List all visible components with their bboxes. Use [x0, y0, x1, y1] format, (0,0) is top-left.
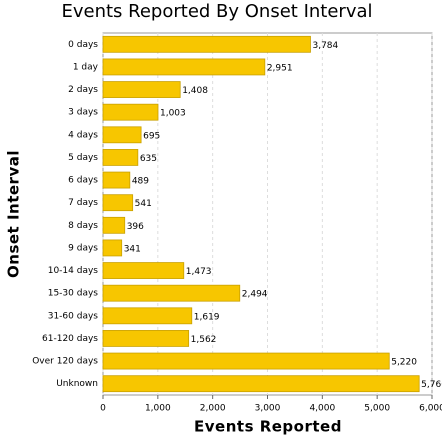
bar	[102, 58, 266, 76]
y-tick-label: 10-14 days	[48, 266, 99, 276]
y-tick-label: 1 day	[73, 62, 99, 72]
value-label: 1,408	[182, 86, 208, 96]
bar	[102, 216, 126, 234]
bar	[102, 81, 181, 98]
x-tick-label: 5,000	[364, 404, 390, 414]
bar	[102, 126, 142, 144]
y-tick-label: Unknown	[56, 379, 98, 389]
y-tick-label: 6 days	[68, 176, 98, 186]
y-tick-label: 5 days	[68, 153, 98, 163]
value-label: 695	[143, 131, 160, 141]
bar	[102, 284, 241, 302]
bar	[102, 375, 420, 393]
value-label: 2,951	[267, 63, 293, 73]
y-tick-label: 31-60 days	[48, 311, 99, 321]
value-label: 635	[140, 154, 157, 164]
x-tick-label: 2,000	[200, 404, 226, 414]
y-tick-label: Over 120 days	[32, 357, 98, 367]
x-tick-label: 0	[100, 404, 106, 414]
bar	[102, 103, 159, 121]
y-tick-label: 9 days	[68, 243, 98, 253]
value-label: 1,473	[186, 267, 212, 277]
y-tick-label: 2 days	[68, 85, 98, 95]
y-tick-label: 15-30 days	[48, 289, 99, 299]
x-tick-label: 3,000	[255, 404, 281, 414]
y-tick-label: 8 days	[68, 221, 98, 231]
x-tick-label: 1,000	[145, 404, 171, 414]
value-label: 1,003	[160, 109, 186, 119]
bar	[102, 262, 185, 279]
value-label: 396	[127, 222, 144, 232]
value-label: 489	[132, 177, 149, 187]
bar	[102, 194, 134, 212]
y-axis-title: Onset Interval	[5, 150, 23, 278]
bar	[102, 171, 131, 189]
value-label: 5,766	[421, 380, 442, 390]
x-tick-label: 4,000	[309, 404, 335, 414]
x-tick-label: 6,000	[419, 404, 442, 414]
value-label: 341	[124, 244, 141, 254]
value-label: 5,220	[391, 358, 417, 368]
value-label: 1,619	[194, 312, 220, 322]
value-label: 2,494	[242, 290, 268, 300]
bar	[102, 149, 139, 166]
chart-title: Events Reported By Onset Interval	[61, 1, 372, 22]
value-label: 1,562	[191, 335, 217, 345]
y-tick-label: 4 days	[68, 130, 98, 140]
x-axis-title: Events Reported	[194, 418, 342, 436]
bar	[102, 239, 123, 257]
y-tick-label: 3 days	[68, 108, 98, 118]
bar	[102, 330, 190, 347]
bar	[102, 352, 390, 370]
bar	[102, 307, 193, 325]
y-tick-label: 61-120 days	[42, 334, 98, 344]
value-label: 3,784	[312, 41, 338, 51]
value-label: 541	[135, 199, 152, 209]
bar	[102, 35, 311, 53]
y-tick-label: 7 days	[68, 198, 98, 208]
y-tick-label: 0 days	[68, 40, 98, 50]
